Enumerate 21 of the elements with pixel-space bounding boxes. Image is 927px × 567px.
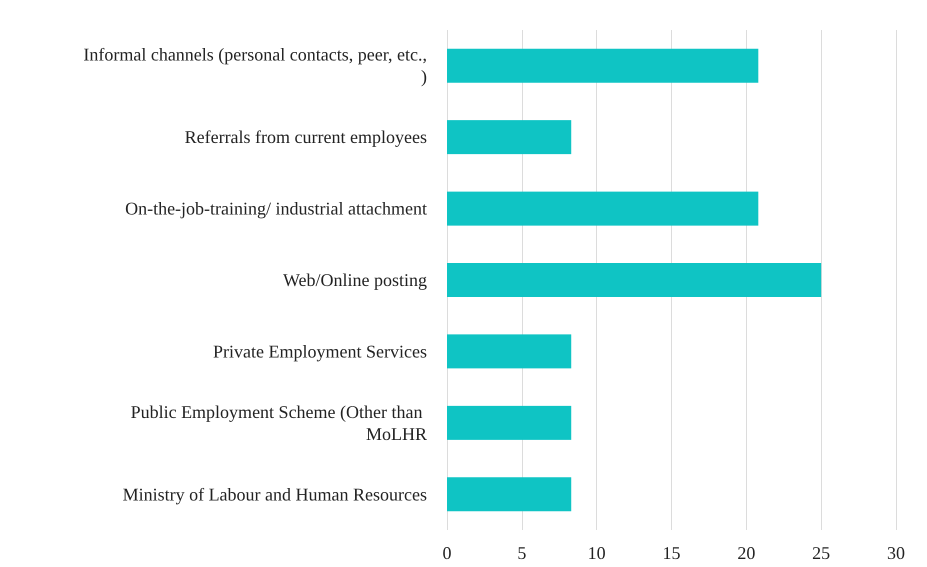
- bar: [447, 48, 758, 83]
- bar: [447, 263, 822, 297]
- x-tick-label: 10: [588, 543, 606, 563]
- x-tick-label: 25: [812, 543, 830, 563]
- y-tick-label: On-the-job-training/ industrial attachment: [125, 198, 427, 219]
- bar: [447, 192, 758, 226]
- x-tick-label: 5: [517, 543, 526, 563]
- x-tick-label: 0: [442, 543, 452, 563]
- x-tick-label: 30: [887, 543, 905, 563]
- bar: [447, 406, 572, 440]
- y-tick-label: Ministry of Labour and Human Resources: [122, 484, 427, 504]
- bar: [447, 120, 572, 154]
- y-tick-label: Private Employment Services: [213, 341, 427, 362]
- y-tick-label: Web/Online posting: [282, 270, 427, 290]
- y-tick-label: Informal channels (personal contacts, peer, etc.,): [83, 44, 427, 87]
- x-tick-label: 15: [662, 543, 680, 563]
- y-tick-label: Public Employment Scheme (Other than MoLHR: [130, 402, 427, 444]
- x-tick-label: 20: [737, 543, 756, 563]
- y-tick-label: Referrals from current employees: [184, 127, 427, 148]
- bar: [447, 477, 572, 512]
- bar: [447, 334, 572, 368]
